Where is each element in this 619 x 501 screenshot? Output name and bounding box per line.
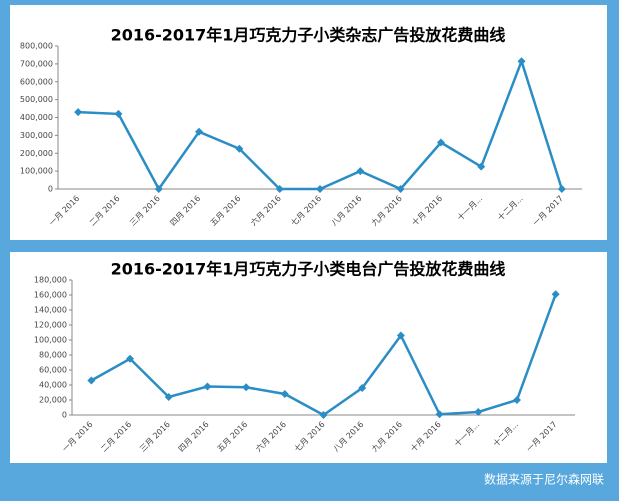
marker (74, 108, 83, 117)
marker (164, 393, 173, 401)
y-tick-label: 40,000 (39, 381, 67, 390)
y-tick-label: 120,000 (34, 321, 67, 330)
marker (356, 167, 365, 176)
y-tick-label: 180,000 (34, 276, 67, 285)
marker (154, 185, 163, 193)
marker (358, 384, 367, 392)
y-tick-label: 140,000 (34, 306, 67, 315)
y-tick-label: 700,000 (20, 59, 53, 68)
y-tick-label: 0 (62, 411, 67, 420)
panel (10, 5, 607, 240)
y-tick-label: 100,000 (20, 167, 53, 176)
marker (551, 290, 560, 299)
marker (87, 376, 96, 385)
chart-title: 2016-2017年1月巧克力子小类杂志广告投放花费曲线 (111, 26, 506, 45)
marker (396, 185, 405, 193)
marker (396, 331, 405, 340)
marker (242, 383, 251, 392)
y-tick-label: 80,000 (39, 351, 67, 360)
marker (195, 127, 204, 136)
chart-title: 2016-2017年1月巧克力子小类电台广告投放花费曲线 (111, 260, 506, 279)
y-tick-label: 160,000 (34, 291, 67, 300)
marker (474, 408, 483, 416)
marker (126, 354, 135, 363)
marker (517, 57, 526, 66)
marker (557, 185, 566, 193)
marker (235, 144, 244, 153)
y-tick-label: 200,000 (20, 149, 53, 158)
y-tick-label: 800,000 (20, 42, 53, 51)
y-tick-label: 100,000 (34, 336, 67, 345)
marker (435, 410, 444, 419)
marker (203, 382, 212, 391)
marker (512, 396, 521, 404)
marker (114, 109, 123, 118)
y-tick-label: 400,000 (20, 113, 53, 122)
y-tick-label: 20,000 (39, 396, 67, 405)
marker (275, 185, 284, 193)
y-tick-label: 300,000 (20, 131, 53, 140)
source-note: 数据来源于尼尔森网联 (484, 472, 604, 487)
y-tick-label: 60,000 (39, 366, 67, 375)
panel (10, 252, 607, 463)
marker (316, 185, 324, 193)
marker (319, 411, 328, 419)
y-tick-label: 500,000 (20, 95, 53, 104)
marker (436, 138, 445, 147)
y-tick-label: 0 (48, 185, 53, 194)
marker (280, 390, 289, 398)
marker (477, 162, 486, 171)
y-tick-label: 600,000 (20, 77, 53, 86)
